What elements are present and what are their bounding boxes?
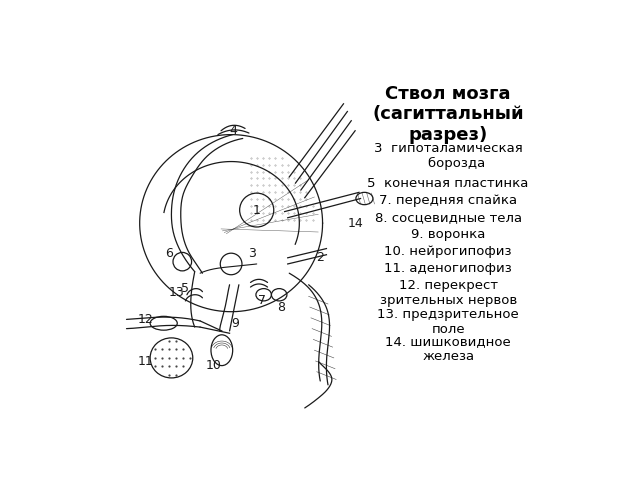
Text: 10: 10 bbox=[206, 359, 222, 372]
Text: 1: 1 bbox=[253, 204, 260, 216]
Text: 5  конечная пластинка: 5 конечная пластинка bbox=[367, 177, 529, 190]
Text: 12: 12 bbox=[138, 313, 154, 326]
Text: 5: 5 bbox=[181, 282, 189, 295]
Text: 11. аденогипофиз: 11. аденогипофиз bbox=[384, 262, 512, 275]
Text: 2: 2 bbox=[316, 252, 324, 264]
Text: 13: 13 bbox=[169, 286, 185, 299]
Text: 4: 4 bbox=[230, 124, 237, 137]
Text: 14: 14 bbox=[348, 216, 363, 229]
Text: 11: 11 bbox=[138, 355, 154, 368]
Text: 10. нейрогипофиз: 10. нейрогипофиз bbox=[385, 245, 512, 258]
Text: 9. воронка: 9. воронка bbox=[411, 228, 485, 241]
Text: 14. шишковидное
железа: 14. шишковидное железа bbox=[385, 335, 511, 363]
Text: 9: 9 bbox=[231, 317, 239, 330]
Text: 12. перекрест
зрительных нервов: 12. перекрест зрительных нервов bbox=[380, 278, 516, 307]
Text: 8. сосцевидные тела: 8. сосцевидные тела bbox=[374, 211, 522, 224]
Text: 8: 8 bbox=[278, 301, 285, 314]
Text: 3: 3 bbox=[248, 248, 256, 261]
Text: 13. предзрительное
поле: 13. предзрительное поле bbox=[377, 308, 519, 336]
Text: 7: 7 bbox=[258, 294, 266, 307]
Text: 3  гипоталамическая
    борозда: 3 гипоталамическая борозда bbox=[374, 142, 522, 170]
Text: 6: 6 bbox=[165, 248, 173, 261]
Text: Ствол мозга
(сагиттальный
разрез): Ствол мозга (сагиттальный разрез) bbox=[372, 84, 524, 144]
Text: 7. передняя спайка: 7. передняя спайка bbox=[379, 194, 517, 207]
